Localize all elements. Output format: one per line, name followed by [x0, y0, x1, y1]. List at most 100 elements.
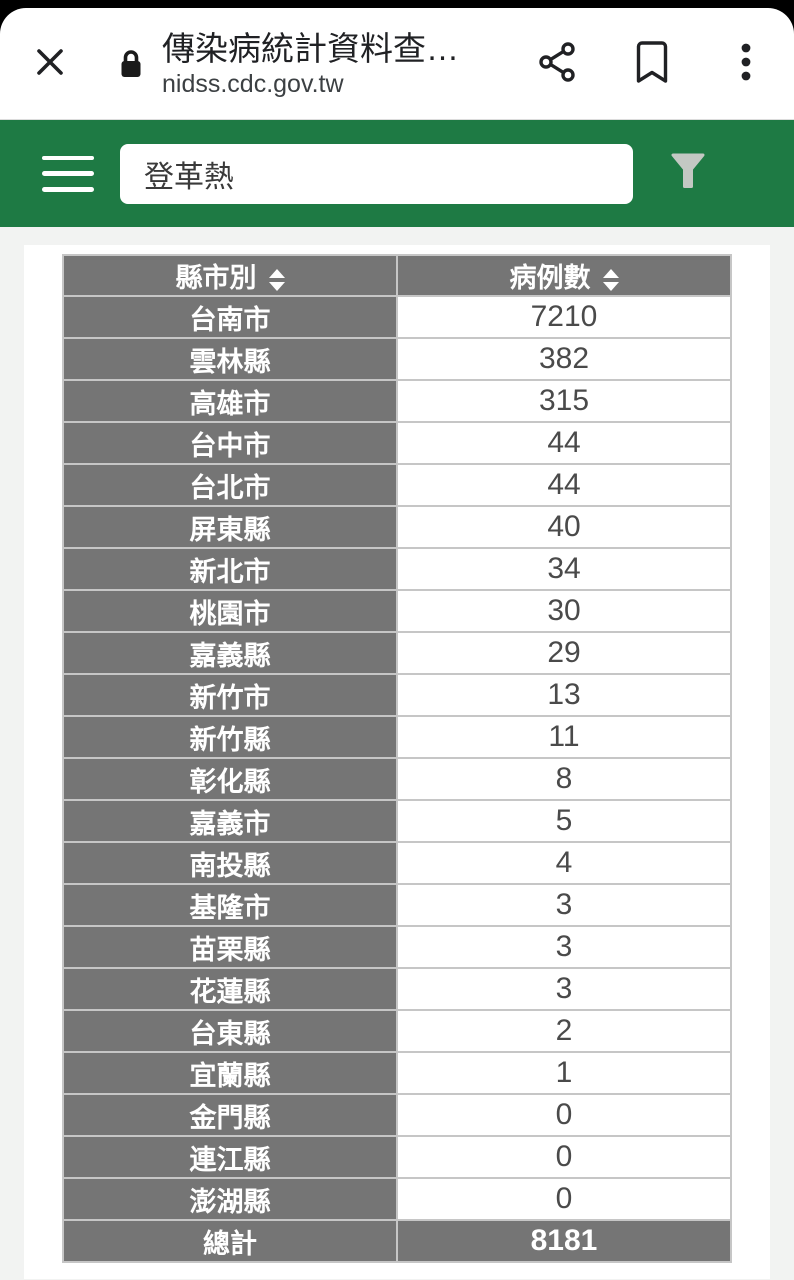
cases-cell: 44: [396, 463, 732, 507]
table-row: 基隆市 3: [62, 883, 732, 927]
table-row: 新北市 34: [62, 547, 732, 591]
county-cell: 金門縣: [62, 1093, 398, 1137]
content-panel: 縣市別 病例數 台南市 7210 雲林縣 382 高雄市 315 台中市 44 …: [24, 245, 770, 1279]
county-cell: 桃園市: [62, 589, 398, 633]
cases-cell: 34: [396, 547, 732, 591]
cases-cell: 3: [396, 883, 732, 927]
cases-cell: 40: [396, 505, 732, 549]
table-row: 宜蘭縣 1: [62, 1051, 732, 1095]
filter-button[interactable]: [669, 152, 707, 195]
cases-cell: 382: [396, 337, 732, 381]
hamburger-icon: [42, 155, 94, 160]
cases-cell: 0: [396, 1135, 732, 1179]
share-button[interactable]: [536, 42, 580, 86]
table-row: 金門縣 0: [62, 1093, 732, 1137]
cases-cell: 1: [396, 1051, 732, 1095]
county-cell: 嘉義市: [62, 799, 398, 843]
total-row: 總計 8181: [62, 1219, 732, 1263]
sort-icon: [268, 268, 285, 291]
cases-cell: 8: [396, 757, 732, 801]
table-row: 連江縣 0: [62, 1135, 732, 1179]
share-icon: [537, 40, 579, 87]
overflow-menu-icon: [740, 40, 752, 87]
close-tab-button[interactable]: [30, 44, 70, 84]
hamburger-menu-button[interactable]: [42, 155, 94, 192]
cases-cell: 0: [396, 1093, 732, 1137]
header-cases-label: 病例數: [509, 263, 591, 293]
cases-cell: 13: [396, 673, 732, 717]
county-cell: 基隆市: [62, 883, 398, 927]
total-label-cell: 總計: [62, 1219, 398, 1263]
cases-cell: 44: [396, 421, 732, 465]
table-row: 苗栗縣 3: [62, 925, 732, 969]
table-row: 嘉義縣 29: [62, 631, 732, 675]
overflow-menu-button[interactable]: [724, 42, 768, 86]
page-title: 傳染病統計資料查…: [162, 29, 459, 67]
county-cell: 台北市: [62, 463, 398, 507]
header-county-column[interactable]: 縣市別: [62, 254, 398, 297]
page-title-block: 傳染病統計資料查… nidss.cdc.gov.tw: [162, 29, 516, 99]
county-cell: 台中市: [62, 421, 398, 465]
table-row: 新竹縣 11: [62, 715, 732, 759]
cases-cell: 29: [396, 631, 732, 675]
cases-cell: 5: [396, 799, 732, 843]
table-row: 澎湖縣 0: [62, 1177, 732, 1221]
county-cell: 南投縣: [62, 841, 398, 885]
cases-cell: 0: [396, 1177, 732, 1221]
bookmark-button[interactable]: [630, 39, 674, 88]
table-row: 桃園市 30: [62, 589, 732, 633]
table-row: 雲林縣 382: [62, 337, 732, 381]
table-row: 彰化縣 8: [62, 757, 732, 801]
county-cell: 高雄市: [62, 379, 398, 423]
table-row: 台北市 44: [62, 463, 732, 507]
browser-actions: [516, 39, 794, 88]
table-row: 南投縣 4: [62, 841, 732, 885]
page-url: nidss.cdc.gov.tw: [162, 69, 344, 98]
cases-cell: 4: [396, 841, 732, 885]
county-cell: 澎湖縣: [62, 1177, 398, 1221]
cases-cell: 315: [396, 379, 732, 423]
table-row: 台南市 7210: [62, 295, 732, 339]
county-cell: 嘉義縣: [62, 631, 398, 675]
table-row: 嘉義市 5: [62, 799, 732, 843]
county-cell: 台南市: [62, 295, 398, 339]
browser-custom-tab-bar: 傳染病統計資料查… nidss.cdc.gov.tw: [0, 8, 794, 120]
close-icon: [33, 45, 67, 82]
table-row: 屏東縣 40: [62, 505, 732, 549]
county-cell: 宜蘭縣: [62, 1051, 398, 1095]
cases-cell: 30: [396, 589, 732, 633]
table-row: 新竹市 13: [62, 673, 732, 717]
table-row: 台東縣 2: [62, 1009, 732, 1053]
filter-funnel-icon: [669, 152, 707, 195]
case-statistics-table: 縣市別 病例數 台南市 7210 雲林縣 382 高雄市 315 台中市 44 …: [62, 254, 732, 1263]
county-cell: 新竹縣: [62, 715, 398, 759]
total-value-cell: 8181: [396, 1219, 732, 1263]
bookmark-icon: [633, 39, 671, 88]
cases-cell: 3: [396, 925, 732, 969]
header-cases-column[interactable]: 病例數: [396, 254, 732, 297]
disease-search-input[interactable]: [120, 143, 633, 204]
county-cell: 新北市: [62, 547, 398, 591]
site-toolbar: [0, 120, 794, 227]
cases-cell: 3: [396, 967, 732, 1011]
table-row: 花蓮縣 3: [62, 967, 732, 1011]
table-row: 台中市 44: [62, 421, 732, 465]
cases-cell: 7210: [396, 295, 732, 339]
table-header-row: 縣市別 病例數: [62, 254, 732, 297]
header-county-label: 縣市別: [175, 263, 257, 293]
county-cell: 新竹市: [62, 673, 398, 717]
county-cell: 彰化縣: [62, 757, 398, 801]
county-cell: 苗栗縣: [62, 925, 398, 969]
sort-icon: [602, 268, 619, 291]
county-cell: 花蓮縣: [62, 967, 398, 1011]
table-row: 高雄市 315: [62, 379, 732, 423]
cases-cell: 11: [396, 715, 732, 759]
cases-cell: 2: [396, 1009, 732, 1053]
county-cell: 屏東縣: [62, 505, 398, 549]
table-body: 台南市 7210 雲林縣 382 高雄市 315 台中市 44 台北市 44 屏…: [62, 295, 732, 1221]
county-cell: 台東縣: [62, 1009, 398, 1053]
status-bar-background: 傳染病統計資料查… nidss.cdc.gov.tw: [0, 0, 794, 120]
county-cell: 連江縣: [62, 1135, 398, 1179]
secure-lock-icon: [116, 47, 146, 81]
county-cell: 雲林縣: [62, 337, 398, 381]
